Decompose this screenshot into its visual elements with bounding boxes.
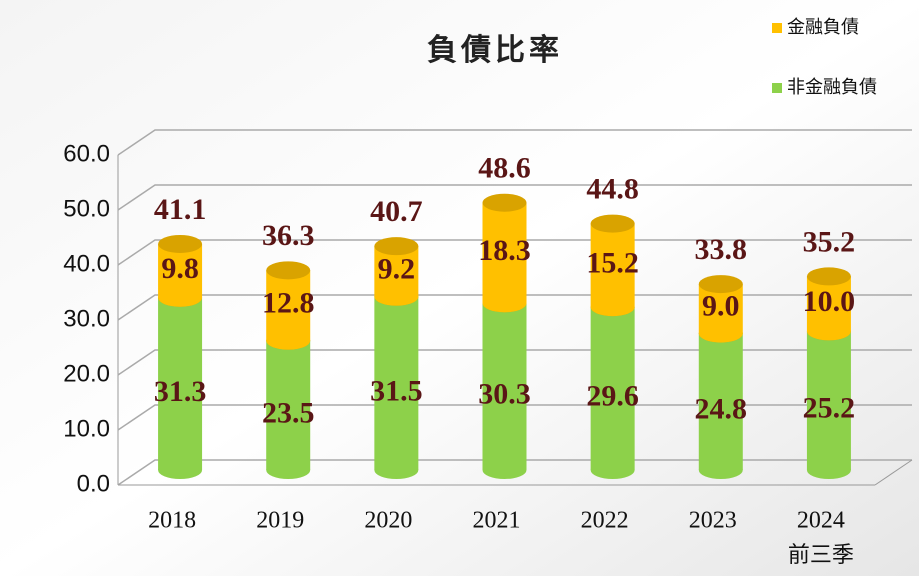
y-tick-label: 30.0 [63,305,110,332]
grid-line [117,239,912,266]
x-tick-label: 2018 [148,508,196,534]
y-tick-label: 40.0 [63,250,110,277]
y-tick-label: 60.0 [63,140,110,167]
bar [806,331,851,470]
x-tick-label: 2024 [797,508,845,534]
grid-line [117,129,912,156]
annotation: 前三季 [788,542,854,567]
legend-swatch [772,23,782,33]
cylinder-top [806,267,851,286]
cylinder-top [482,193,527,212]
legend-label: 非金融負債 [787,77,877,97]
x-tick-label: 2023 [689,508,737,534]
x-tick-label: 2022 [581,508,629,534]
value-label: 24.8 [695,393,748,426]
total-label: 35.2 [803,225,856,258]
bar [482,303,527,470]
grid-line [117,459,912,486]
bar [590,307,635,470]
x-tick-label: 2020 [364,508,412,534]
legend-swatch [772,83,782,93]
value-label: 23.5 [262,396,315,429]
chart-title: 負債比率 [427,34,563,67]
bar [806,276,851,332]
bar [590,223,635,308]
x-tick-label: 2019 [256,508,304,534]
total-label: 40.7 [370,195,423,228]
total-label: 33.8 [695,233,748,266]
bar [158,297,203,470]
value-label: 15.2 [586,246,639,279]
x-tick-label: 2021 [473,508,521,534]
grid-line [117,349,912,376]
y-tick-label: 0.0 [77,470,110,497]
value-label: 9.8 [161,252,199,285]
cylinder-top [374,237,419,256]
y-tick-label: 20.0 [63,360,110,387]
legend-label: 金融負債 [787,17,859,37]
value-label: 10.0 [803,285,856,318]
value-label: 18.3 [478,234,531,267]
grid-line [117,184,912,211]
bar [482,202,527,304]
cylinder-top [590,214,635,233]
grid-line [117,294,912,321]
value-label: 31.3 [154,375,207,408]
total-label: 44.8 [586,172,639,205]
value-label: 25.2 [803,392,856,425]
grid-line [117,404,912,431]
cylinder-top [266,261,311,280]
cylinder-top [698,275,743,294]
cylinder-top [158,234,203,253]
value-label: 29.6 [586,379,639,412]
bar [266,270,311,341]
value-label: 9.0 [702,290,740,323]
total-label: 48.6 [478,152,531,185]
total-label: 36.3 [262,219,315,252]
value-label: 9.2 [378,252,416,285]
value-label: 12.8 [262,286,315,319]
y-tick-label: 10.0 [63,415,110,442]
bar [374,296,419,470]
bar [698,333,743,470]
y-tick-label: 50.0 [63,195,110,222]
value-label: 31.5 [370,374,423,407]
bar [266,340,311,470]
value-label: 30.3 [478,378,531,411]
axis [874,459,913,486]
total-label: 41.1 [154,193,207,226]
